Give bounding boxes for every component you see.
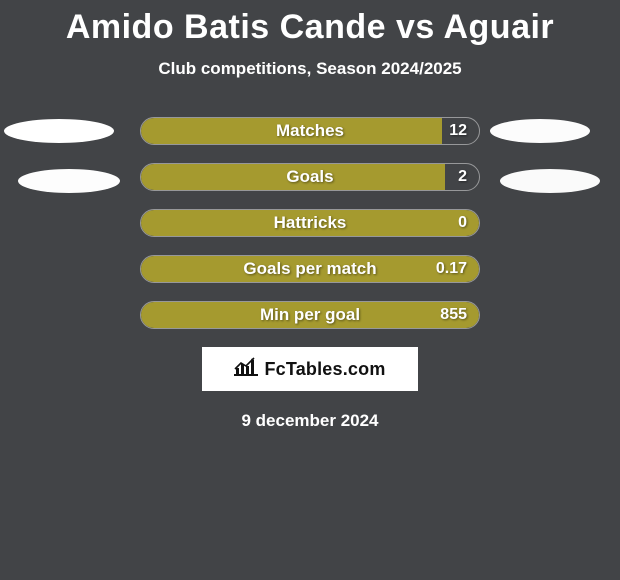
page-title: Amido Batis Cande vs Aguair (0, 0, 620, 47)
stats-area: Matches12 Goals2 Hattricks0 Goals per match… (0, 117, 620, 329)
stat-value: 12 (449, 122, 467, 140)
stat-bar-fill (141, 256, 479, 282)
stat-row: Min per goal855 (140, 301, 480, 329)
page-subtitle: Club competitions, Season 2024/2025 (0, 59, 620, 79)
stat-value: 2 (458, 168, 467, 186)
date-label: 9 december 2024 (0, 411, 620, 431)
decor-oval-left-1 (4, 119, 114, 143)
stat-bar-fill (141, 210, 479, 236)
stat-row: Matches12 (140, 117, 480, 145)
stat-row: Hattricks0 (140, 209, 480, 237)
comparison-card: Amido Batis Cande vs Aguair Club competi… (0, 0, 620, 580)
decor-oval-left-2 (18, 169, 120, 193)
fctables-logo-text: FcTables.com (264, 359, 385, 380)
stat-bar-fill (141, 118, 442, 144)
stat-bar-fill (141, 302, 479, 328)
stat-bars: Matches12 Goals2 Hattricks0 Goals per match… (140, 117, 480, 329)
stat-row: Goals per match0.17 (140, 255, 480, 283)
decor-oval-right-1 (490, 119, 590, 143)
stat-bar-fill (141, 164, 445, 190)
stat-row: Goals2 (140, 163, 480, 191)
fctables-logo: FcTables.com (202, 347, 418, 391)
bar-chart-icon (234, 357, 258, 382)
decor-oval-right-2 (500, 169, 600, 193)
